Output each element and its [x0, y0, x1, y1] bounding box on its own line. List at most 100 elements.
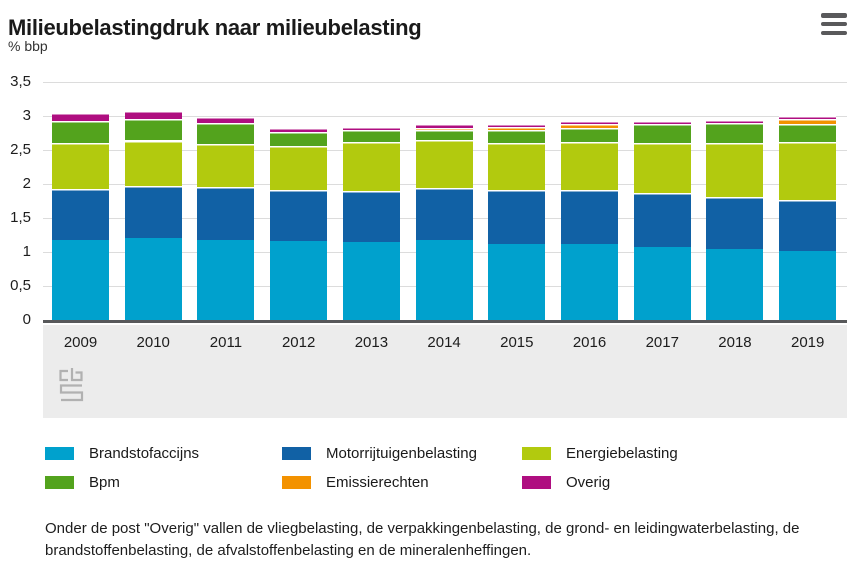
legend-label: Energiebelasting: [566, 445, 678, 462]
bar-segment-energiebelasting[interactable]: [342, 141, 400, 191]
bar-segment-motorrijtuigenbelasting[interactable]: [415, 188, 473, 240]
bar-segment-overig[interactable]: [779, 116, 837, 120]
bar-segment-overig[interactable]: [270, 127, 328, 132]
bar-segment-emissierechten[interactable]: [779, 119, 837, 125]
bar-segment-motorrijtuigenbelasting[interactable]: [197, 187, 255, 240]
bar-segment-motorrijtuigenbelasting[interactable]: [488, 190, 546, 244]
bar-segment-overig[interactable]: [488, 123, 546, 127]
bar-segment-motorrijtuigenbelasting[interactable]: [779, 200, 837, 252]
bar-segment-energiebelasting[interactable]: [779, 141, 837, 201]
bar-segment-brandstofaccijns[interactable]: [561, 243, 619, 320]
bar-segment-motorrijtuigenbelasting[interactable]: [342, 190, 400, 243]
x-axis-label: 2013: [354, 334, 389, 351]
bar-segment-motorrijtuigenbelasting[interactable]: [633, 192, 691, 247]
x-axis-label: 2014: [427, 334, 461, 351]
bar-segment-emissierechten[interactable]: [415, 127, 473, 131]
bar-segment-bpm[interactable]: [779, 124, 837, 142]
bar-segment-overig[interactable]: [342, 126, 400, 130]
bar-segment-motorrijtuigenbelasting[interactable]: [706, 196, 764, 249]
bar-segment-brandstofaccijns[interactable]: [633, 246, 691, 320]
bar-segment-energiebelasting[interactable]: [633, 142, 691, 193]
y-axis: 0 0,5 1 1,5 2 2,5 3 3,5: [0, 0, 31, 330]
bar-segment-overig[interactable]: [415, 124, 473, 128]
cbs-logo: [57, 367, 87, 410]
bar-segment-energiebelasting[interactable]: [561, 141, 619, 191]
bar-segment-energiebelasting[interactable]: [270, 145, 328, 191]
x-axis-label: 2019: [791, 334, 825, 351]
y-axis-unit-label: % bbp: [8, 38, 48, 54]
legend-swatch: [45, 447, 74, 460]
bar-segment-brandstofaccijns[interactable]: [342, 242, 400, 320]
x-axis-label: 2012: [281, 334, 316, 351]
x-axis-label: 2016: [572, 334, 607, 351]
bar-segment-energiebelasting[interactable]: [124, 140, 182, 187]
y-axis-tick-label: 2: [22, 175, 31, 192]
bar-segment-energiebelasting[interactable]: [706, 143, 764, 197]
legend-item-bpm: Bpm: [45, 475, 282, 490]
bar-segment-bpm[interactable]: [706, 123, 764, 144]
x-axis-label: 2011: [209, 334, 243, 351]
bar-segment-overig[interactable]: [197, 116, 255, 123]
bar-2015: [488, 82, 546, 320]
x-axis-label: 2017: [645, 334, 679, 351]
bar-segment-bpm[interactable]: [197, 122, 255, 144]
bar-segment-motorrijtuigenbelasting[interactable]: [561, 190, 619, 244]
legend-swatch: [282, 447, 311, 460]
legend-label: Motorrijtuigenbelasting: [326, 445, 477, 462]
x-axis-label: 2009: [63, 334, 98, 351]
bar-2017: [633, 82, 691, 320]
gridline: [43, 116, 847, 117]
bar-segment-bpm[interactable]: [415, 130, 473, 140]
bar-segment-brandstofaccijns[interactable]: [415, 239, 473, 320]
bar-segment-overig[interactable]: [633, 120, 691, 125]
bar-segment-bpm[interactable]: [52, 120, 109, 144]
bar-segment-brandstofaccijns[interactable]: [124, 238, 182, 320]
bar-2013: [342, 82, 400, 320]
bar-segment-brandstofaccijns[interactable]: [779, 251, 837, 320]
legend-label: Emissierechten: [326, 474, 429, 491]
chart-legend: Brandstofaccijns Motorrijtuigenbelasting E…: [45, 445, 845, 491]
bar-segment-motorrijtuigenbelasting[interactable]: [270, 190, 328, 242]
bar-segment-bpm[interactable]: [633, 124, 691, 143]
legend-swatch: [522, 476, 551, 489]
bar-segment-energiebelasting[interactable]: [415, 139, 473, 189]
legend-item-energiebelasting: Energiebelasting: [522, 445, 845, 462]
bar-segment-overig[interactable]: [561, 120, 619, 125]
bar-segment-overig[interactable]: [706, 120, 764, 124]
footnote: Onder de post "Overig" vallen de vliegbe…: [45, 520, 800, 559]
legend-item-emissierechten: Emissierechten: [282, 474, 522, 491]
bar-2010: [124, 82, 182, 320]
bar-segment-motorrijtuigenbelasting[interactable]: [124, 186, 182, 239]
y-axis-tick-label: 2,5: [10, 141, 31, 158]
bar-segment-brandstofaccijns[interactable]: [197, 239, 255, 320]
bar-segment-bpm[interactable]: [488, 129, 546, 143]
bar-segment-overig[interactable]: [52, 112, 109, 121]
bar-segment-emissierechten[interactable]: [561, 124, 619, 128]
bar-segment-bpm[interactable]: [342, 129, 400, 142]
x-axis-label: 2010: [136, 334, 170, 351]
bar-segment-bpm[interactable]: [270, 131, 328, 146]
x-axis-label: 2018: [718, 334, 752, 351]
bar-2012: [270, 82, 328, 320]
bar-segment-energiebelasting[interactable]: [197, 143, 255, 188]
y-axis-tick-label: 1: [22, 243, 31, 260]
bar-segment-brandstofaccijns[interactable]: [270, 241, 328, 320]
hamburger-menu-icon[interactable]: [821, 13, 847, 35]
bar-segment-energiebelasting[interactable]: [488, 142, 546, 191]
bar-segment-bpm[interactable]: [124, 118, 182, 141]
bar-segment-energiebelasting[interactable]: [52, 143, 109, 190]
legend-label: Brandstofaccijns: [89, 445, 200, 462]
bar-segment-bpm[interactable]: [561, 127, 619, 142]
bar-2009: [52, 82, 109, 320]
page-title: Milieubelastingdruk naar milieubelasting: [8, 14, 422, 40]
bar-segment-brandstofaccijns[interactable]: [488, 243, 546, 320]
gridline: [43, 82, 847, 83]
legend-item-motorrijtuigenbelasting: Motorrijtuigenbelasting: [282, 445, 522, 462]
bar-segment-overig[interactable]: [124, 110, 182, 119]
y-axis-tick-label: 3: [22, 107, 31, 124]
bar-segment-brandstofaccijns[interactable]: [52, 240, 109, 320]
y-axis-tick-label: 0: [22, 311, 31, 328]
bar-segment-motorrijtuigenbelasting[interactable]: [52, 189, 109, 241]
bar-segment-brandstofaccijns[interactable]: [706, 248, 764, 320]
bar-segment-emissierechten[interactable]: [488, 126, 546, 130]
